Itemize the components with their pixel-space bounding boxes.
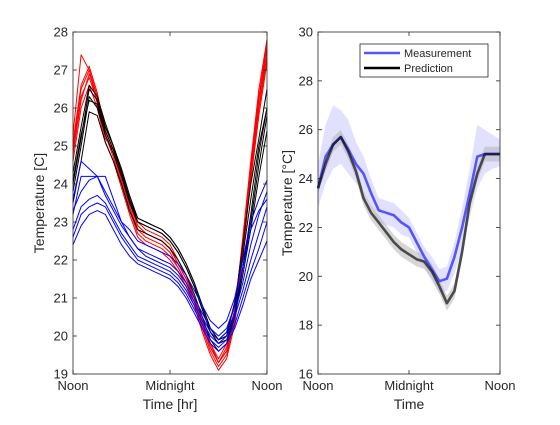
series-line-blue-11	[72, 160, 268, 329]
right-x-tick-label: Midnight	[384, 378, 434, 393]
left-axes: 19 20 21 22 23 24 25 26 27 28 Noon Midnight Noon Tim…	[31, 25, 283, 413]
legend-box	[359, 43, 489, 78]
right-ticks-group: 16 18 20 22 24 26 28 30 Noon Midnight Noon	[299, 25, 516, 394]
right-y-tick-label: 18	[299, 318, 313, 333]
band-prediction	[318, 129, 500, 311]
left-x-axis-label: Time [hr]	[143, 396, 198, 412]
left-y-tick-label: 20	[54, 329, 68, 344]
series-line-red-2	[72, 58, 268, 364]
left-y-tick-label: 25	[54, 139, 68, 154]
left-y-tick-label: 24	[54, 177, 68, 192]
series-line-red-4	[72, 43, 268, 360]
left-y-tick-label: 23	[54, 215, 68, 230]
band-measurement	[318, 105, 500, 294]
series-line-blue-12	[72, 175, 268, 337]
legend-label-measurement: Measurement	[404, 48, 471, 60]
right-y-tick-label: 26	[299, 122, 313, 137]
left-y-tick-label: 28	[54, 25, 68, 40]
right-y-axis-label: Temperature [°C]	[279, 150, 295, 256]
left-y-tick-label: 21	[54, 291, 68, 306]
left-x-tick-label: Midnight	[145, 378, 195, 393]
legend-label-prediction: Prediction	[404, 63, 453, 75]
right-y-tick-label: 20	[299, 269, 313, 284]
right-y-tick-label: 16	[299, 367, 313, 382]
left-series-group	[72, 39, 268, 371]
left-y-tick-label: 22	[54, 253, 68, 268]
series-line-blue-13	[72, 175, 268, 341]
right-y-tick-label: 30	[299, 25, 313, 40]
series-line-prediction	[316, 135, 500, 305]
series-line-red-3	[72, 50, 268, 371]
right-bands-group	[318, 105, 500, 311]
right-series-group	[316, 135, 500, 305]
right-y-tick-label: 28	[299, 73, 313, 88]
right-x-axis-label: Time	[394, 396, 425, 412]
right-x-tick-label: Noon	[484, 378, 515, 393]
right-y-tick-label: 22	[299, 220, 313, 235]
left-y-axis-label: Temperature [C]	[31, 153, 47, 253]
left-y-tick-label: 19	[54, 367, 68, 382]
left-axes-box	[72, 31, 268, 375]
left-y-tick-label: 26	[54, 101, 68, 116]
legend: Measurement Prediction	[359, 43, 489, 78]
right-axes: 16 18 20 22 24 26 28 30 Noon Midnight Noon Time Te…	[279, 25, 516, 413]
series-line-black-10	[72, 99, 268, 345]
series-line-blue-14	[72, 194, 268, 345]
series-line-blue-16	[72, 210, 268, 352]
right-x-tick-label: Noon	[302, 378, 333, 393]
left-x-tick-label: Noon	[57, 378, 88, 393]
right-y-tick-label: 24	[299, 171, 313, 186]
series-line-blue-15	[72, 202, 268, 348]
left-ticks-group: 19 20 21 22 23 24 25 26 27 28 Noon Midnight Noon	[54, 25, 283, 394]
left-y-tick-label: 27	[54, 63, 68, 78]
left-x-tick-label: Noon	[251, 378, 282, 393]
